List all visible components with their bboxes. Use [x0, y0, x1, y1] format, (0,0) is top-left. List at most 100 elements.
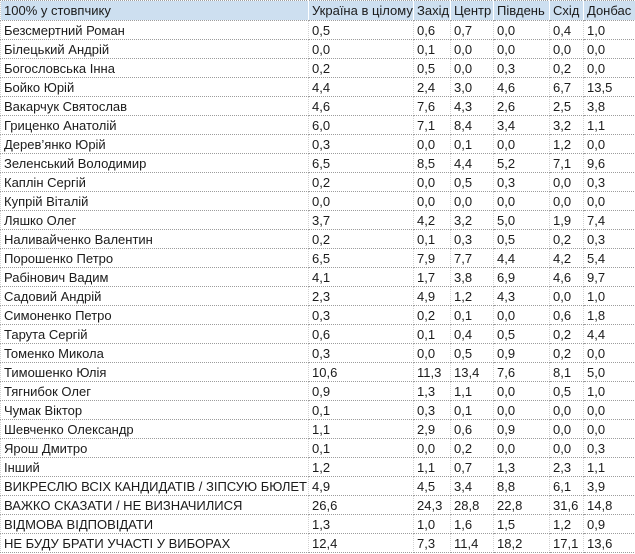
table-row: ВІДМОВА ВІДПОВІДАТИ 1,3 1,0 1,6 1,5 1,2 0,9 [0, 514, 635, 534]
value-cell: 13,6 [583, 533, 635, 553]
value-cell: 0,2 [549, 324, 584, 344]
value-cell: 6,7 [549, 77, 584, 97]
column-header: Схід [549, 0, 584, 21]
value-cell: 22,8 [493, 495, 550, 515]
table-row: Садовий Андрій 2,3 4,9 1,2 4,3 0,0 1,0 [0, 286, 635, 306]
row-label-cell: НЕ БУДУ БРАТИ УЧАСТІ У ВИБОРАХ [0, 533, 309, 553]
value-cell: 0,3 [413, 400, 451, 420]
value-cell: 4,2 [413, 210, 451, 230]
value-cell: 0,2 [308, 58, 414, 78]
value-cell: 2,5 [549, 96, 584, 116]
value-cell: 0,3 [308, 134, 414, 154]
row-label-cell: Тарута Сергій [0, 324, 309, 344]
row-label-cell: Чумак Віктор [0, 400, 309, 420]
table-row: Томенко Микола 0,3 0,0 0,5 0,9 0,2 0,0 [0, 343, 635, 363]
value-cell: 0,0 [549, 286, 584, 306]
table-row: ВАЖКО СКАЗАТИ / НЕ ВИЗНАЧИЛИСЯ 26,6 24,3 28… [0, 495, 635, 515]
value-cell: 0,0 [549, 400, 584, 420]
value-cell: 6,5 [308, 153, 414, 173]
value-cell: 2,9 [413, 419, 451, 439]
value-cell: 7,6 [413, 96, 451, 116]
value-cell: 3,4 [450, 476, 494, 496]
value-cell: 1,2 [549, 134, 584, 154]
value-cell: 5,4 [583, 248, 635, 268]
row-label-cell: Гриценко Анатолій [0, 115, 309, 135]
value-cell: 0,5 [450, 343, 494, 363]
value-cell: 0,1 [450, 134, 494, 154]
value-cell: 0,0 [308, 39, 414, 59]
value-cell: 1,9 [549, 210, 584, 230]
value-cell: 0,3 [308, 343, 414, 363]
value-cell: 9,6 [583, 153, 635, 173]
value-cell: 0,0 [549, 191, 584, 211]
value-cell: 11,4 [450, 533, 494, 553]
row-label-cell: Тягнибок Олег [0, 381, 309, 401]
value-cell: 1,1 [583, 457, 635, 477]
row-label-cell: ВІДМОВА ВІДПОВІДАТИ [0, 514, 309, 534]
value-cell: 3,9 [583, 476, 635, 496]
table-row: Ляшко Олег 3,7 4,2 3,2 5,0 1,9 7,4 [0, 210, 635, 230]
value-cell: 6,1 [549, 476, 584, 496]
value-cell: 0,0 [308, 191, 414, 211]
table-row: Порошенко Петро 6,5 7,9 7,7 4,4 4,2 5,4 [0, 248, 635, 268]
value-cell: 1,0 [413, 514, 451, 534]
value-cell: 0,3 [583, 229, 635, 249]
value-cell: 0,0 [583, 58, 635, 78]
table-row: Шевченко Олександр 1,1 2,9 0,6 0,9 0,0 0,0 [0, 419, 635, 439]
value-cell: 0,5 [450, 172, 494, 192]
value-cell: 0,3 [583, 438, 635, 458]
value-cell: 0,6 [450, 419, 494, 439]
value-cell: 0,1 [413, 229, 451, 249]
table-row: Бойко Юрій 4,4 2,4 3,0 4,6 6,7 13,5 [0, 77, 635, 97]
value-cell: 0,5 [493, 324, 550, 344]
header-row: 100% у стовпчику Україна в цілому Захід Це… [0, 0, 635, 21]
value-cell: 0,3 [493, 58, 550, 78]
value-cell: 0,0 [450, 191, 494, 211]
value-cell: 0,9 [493, 419, 550, 439]
value-cell: 1,3 [493, 457, 550, 477]
row-label-cell: Безсмертний Роман [0, 20, 309, 40]
value-cell: 8,5 [413, 153, 451, 173]
value-cell: 1,6 [450, 514, 494, 534]
value-cell: 0,0 [413, 172, 451, 192]
value-cell: 3,4 [493, 115, 550, 135]
value-cell: 1,3 [308, 514, 414, 534]
table-row: ВИКРЕСЛЮ ВСІХ КАНДИДАТІВ / ЗІПСУЮ БЮЛЕТЕ… [0, 476, 635, 496]
value-cell: 0,0 [583, 39, 635, 59]
value-cell: 4,9 [308, 476, 414, 496]
value-cell: 2,3 [308, 286, 414, 306]
row-label-cell: Ярош Дмитро [0, 438, 309, 458]
table-row: Інший 1,2 1,1 0,7 1,3 2,3 1,1 [0, 457, 635, 477]
value-cell: 6,5 [308, 248, 414, 268]
value-cell: 8,1 [549, 362, 584, 382]
value-cell: 14,8 [583, 495, 635, 515]
value-cell: 0,0 [493, 381, 550, 401]
row-label-cell: Бойко Юрій [0, 77, 309, 97]
value-cell: 0,5 [308, 20, 414, 40]
value-cell: 0,0 [413, 134, 451, 154]
row-label-cell: Зеленський Володимир [0, 153, 309, 173]
value-cell: 0,3 [308, 305, 414, 325]
value-cell: 4,2 [549, 248, 584, 268]
value-cell: 1,1 [308, 419, 414, 439]
row-label-cell: Купрій Віталій [0, 191, 309, 211]
value-cell: 11,3 [413, 362, 451, 382]
value-cell: 17,1 [549, 533, 584, 553]
table-row: Ярош Дмитро 0,1 0,0 0,2 0,0 0,0 0,3 [0, 438, 635, 458]
value-cell: 0,2 [549, 229, 584, 249]
value-cell: 2,3 [549, 457, 584, 477]
value-cell: 5,2 [493, 153, 550, 173]
value-cell: 0,9 [493, 343, 550, 363]
value-cell: 0,0 [583, 191, 635, 211]
row-label-cell: Ляшко Олег [0, 210, 309, 230]
table-row: Наливайченко Валентин 0,2 0,1 0,3 0,5 0,2 0,3 [0, 229, 635, 249]
row-label-cell: Симоненко Петро [0, 305, 309, 325]
value-cell: 1,1 [450, 381, 494, 401]
value-cell: 0,0 [549, 438, 584, 458]
value-cell: 24,3 [413, 495, 451, 515]
row-label-cell: Шевченко Олександр [0, 419, 309, 439]
table-row: НЕ БУДУ БРАТИ УЧАСТІ У ВИБОРАХ 12,4 7,3 11,… [0, 533, 635, 553]
table-row: Тимошенко Юлія 10,6 11,3 13,4 7,6 8,1 5,0 [0, 362, 635, 382]
value-cell: 0,3 [450, 229, 494, 249]
